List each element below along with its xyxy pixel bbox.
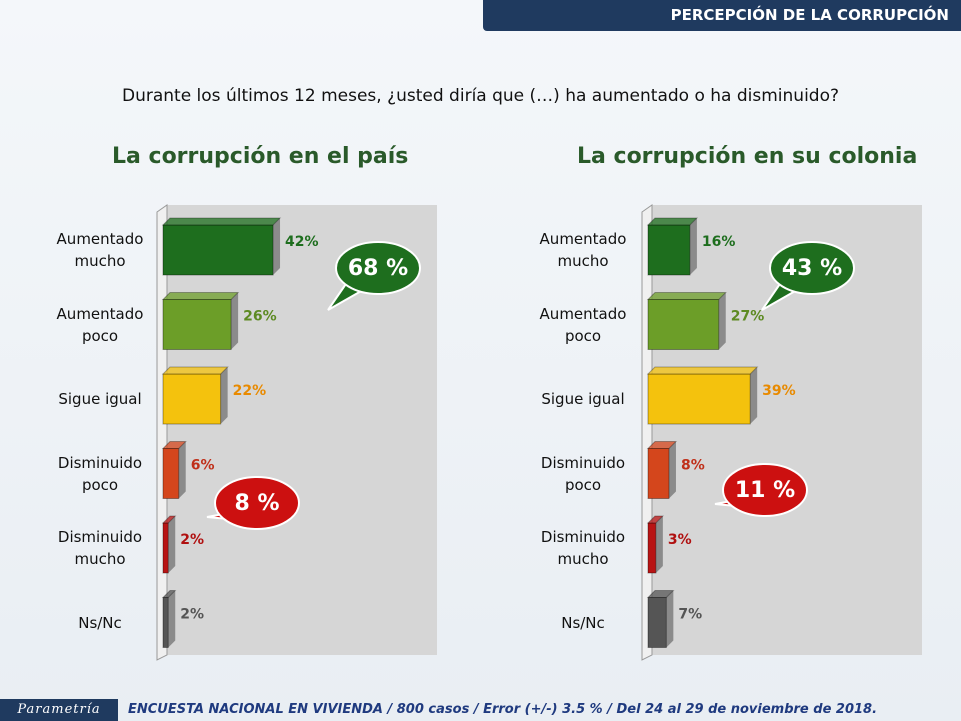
value-label: 42%: [285, 234, 319, 250]
bar-top: [646, 217, 699, 226]
bar: [646, 217, 699, 276]
bar-front: [162, 224, 274, 276]
bar-front: [647, 224, 691, 276]
bar-top: [161, 515, 177, 524]
category-label: Aumentado poco: [539, 304, 627, 345]
bar-front: [162, 448, 180, 499]
category-label: Disminuido poco: [540, 453, 626, 494]
bar-top: [161, 366, 229, 375]
bar-front: [162, 522, 169, 574]
footer-note: ENCUESTA NACIONAL EN VIVIENDA / 800 caso…: [128, 702, 878, 717]
bar-side: [220, 367, 228, 424]
bar: [161, 441, 187, 499]
callout: [214, 476, 300, 530]
bar-side: [178, 441, 186, 499]
bar-side: [168, 590, 176, 648]
bar-top: [646, 590, 675, 598]
chart-title: La corrupción en su colonia: [577, 144, 918, 169]
category-label: Sigue igual: [541, 390, 625, 408]
bar: [161, 292, 240, 350]
category-label: Aumentado poco: [56, 304, 144, 345]
category-label: Ns/Nc: [561, 613, 605, 632]
bar-side: [168, 516, 176, 573]
callout: [722, 463, 808, 517]
bar-front: [647, 299, 720, 350]
bar-side: [231, 292, 239, 350]
value-label: 3%: [668, 532, 692, 548]
bar-side: [750, 367, 758, 424]
value-label: 26%: [243, 309, 277, 325]
question: Durante los últimos 12 meses, ¿usted dir…: [121, 86, 840, 106]
bar-side: [718, 292, 726, 350]
bar: [646, 366, 759, 425]
bar-top: [646, 292, 727, 300]
bar: [646, 515, 665, 574]
category-label: Disminuido mucho: [540, 528, 626, 568]
bar: [646, 441, 678, 499]
bar: [161, 590, 177, 648]
bar-side: [689, 218, 697, 275]
bar: [646, 590, 675, 648]
bar-front: [162, 299, 232, 350]
value-label: 27%: [731, 309, 765, 325]
category-label: Aumentado mucho: [539, 230, 627, 270]
value-label: 16%: [702, 234, 736, 250]
header: PERCEPCIÓN DE LA CORRUPCIÓN: [483, 0, 961, 31]
bar: [161, 217, 282, 276]
value-label: 8%: [681, 458, 705, 474]
value-label: 6%: [191, 458, 215, 474]
category-label: Sigue igual: [58, 390, 142, 408]
bar-front: [162, 597, 169, 648]
bar-side: [273, 218, 281, 275]
bar-side: [655, 516, 663, 573]
bar-side: [668, 441, 676, 499]
bar-top: [161, 217, 282, 226]
bar-front: [647, 373, 751, 425]
value-label: 7%: [678, 607, 702, 623]
chart-title: La corrupción en el país: [112, 144, 409, 169]
callout-text: 8 %: [234, 491, 279, 516]
bar-top: [646, 515, 665, 524]
callout-text: 68 %: [348, 256, 408, 281]
bar-front: [647, 448, 670, 499]
callout: [769, 241, 855, 295]
category-label: Aumentado mucho: [56, 230, 144, 270]
bar-front: [162, 373, 222, 425]
value-label: 2%: [180, 607, 204, 623]
value-label: 2%: [180, 532, 204, 548]
bar: [161, 515, 177, 574]
category-label: Disminuido mucho: [57, 528, 143, 568]
value-label: 22%: [233, 383, 267, 399]
category-label: Ns/Nc: [78, 613, 122, 632]
bar-front: [647, 597, 667, 648]
category-label: Disminuido poco: [57, 453, 143, 494]
callout: [335, 241, 421, 295]
bar-top: [161, 292, 240, 300]
bar: [161, 366, 229, 425]
value-label: 39%: [762, 383, 796, 399]
bar-side: [666, 590, 674, 648]
bar-top: [646, 441, 678, 449]
callout-text: 11 %: [735, 478, 795, 503]
logo: Parametría: [0, 699, 118, 721]
bar-front: [647, 522, 657, 574]
bar-top: [161, 590, 177, 598]
bar-top: [646, 366, 759, 375]
callout-text: 43 %: [782, 256, 842, 281]
bar-top: [161, 441, 187, 449]
bar: [646, 292, 727, 350]
